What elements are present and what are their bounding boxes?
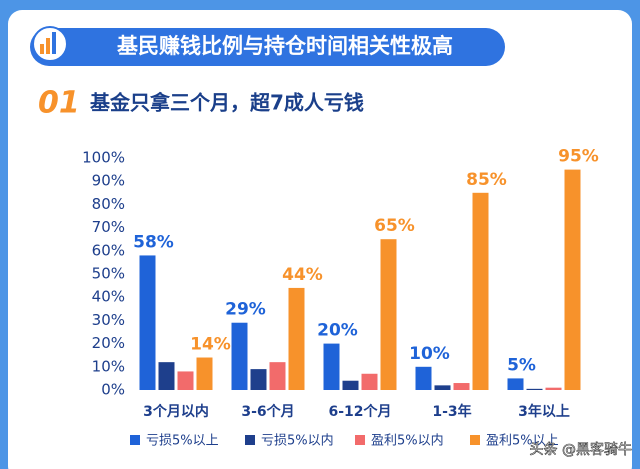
y-tick-label: 20% <box>92 334 125 352</box>
x-tick-label: 1-3年 <box>432 403 471 420</box>
y-tick-label: 10% <box>92 357 125 375</box>
title-icon-bar <box>40 44 44 54</box>
value-label: 95% <box>558 147 599 167</box>
legend-label: 盈利5%以内 <box>371 433 444 449</box>
title-banner <box>30 28 505 66</box>
bar <box>139 255 156 390</box>
y-tick-label: 30% <box>92 311 125 329</box>
title: 基民赚钱比例与持仓时间相关性极高 <box>117 34 453 58</box>
card <box>8 10 632 469</box>
bar <box>288 287 305 390</box>
bar <box>158 362 175 390</box>
bar <box>231 322 248 390</box>
value-label: 10% <box>409 344 450 364</box>
bar <box>361 373 378 390</box>
bar <box>564 169 581 390</box>
x-tick-label: 3年以上 <box>518 403 570 420</box>
value-label: 29% <box>225 300 266 320</box>
bar <box>472 192 489 390</box>
bar <box>434 385 451 390</box>
x-tick-label: 3-6个月 <box>241 403 294 420</box>
bar <box>196 357 213 390</box>
y-tick-label: 90% <box>92 172 125 190</box>
bar <box>507 378 524 390</box>
bar <box>526 388 543 390</box>
value-label: 14% <box>190 335 231 355</box>
bar <box>545 387 562 390</box>
y-tick-label: 40% <box>92 288 125 306</box>
y-tick-label: 0% <box>101 381 125 399</box>
bar <box>453 383 470 390</box>
watermark: 头条 @黑客骑牛 <box>530 441 632 458</box>
value-label: 85% <box>466 170 507 190</box>
legend-swatch <box>130 435 140 445</box>
x-tick-label: 6-12个月 <box>328 403 391 420</box>
bar <box>177 371 194 390</box>
bar <box>415 366 432 390</box>
value-label: 44% <box>282 265 323 285</box>
value-label: 58% <box>133 232 174 252</box>
legend-label: 盈利5%以上 <box>486 434 559 449</box>
bar <box>380 239 397 390</box>
y-tick-label: 100% <box>82 149 125 167</box>
y-tick-label: 70% <box>92 218 125 236</box>
bar <box>269 362 286 390</box>
y-tick-label: 60% <box>92 241 125 259</box>
bar <box>250 369 267 390</box>
y-tick-label: 80% <box>92 195 125 213</box>
legend-label: 亏损5%以上 <box>146 434 219 449</box>
legend-swatch <box>470 435 480 445</box>
legend-swatch <box>355 435 365 445</box>
x-tick-label: 3个月以内 <box>143 403 209 420</box>
y-tick-label: 50% <box>92 265 125 283</box>
bar <box>342 380 359 390</box>
bar <box>323 343 340 390</box>
subtitle: 基金只拿三个月，超7成人亏钱 <box>90 91 364 115</box>
section-number: 01 <box>38 86 80 121</box>
legend-label: 亏损5%以内 <box>261 433 334 449</box>
title-icon-bar <box>52 32 56 54</box>
title-icon-bar <box>46 38 50 54</box>
legend-swatch <box>245 435 255 445</box>
value-label: 5% <box>507 355 536 375</box>
value-label: 65% <box>374 216 415 236</box>
value-label: 20% <box>317 321 358 341</box>
